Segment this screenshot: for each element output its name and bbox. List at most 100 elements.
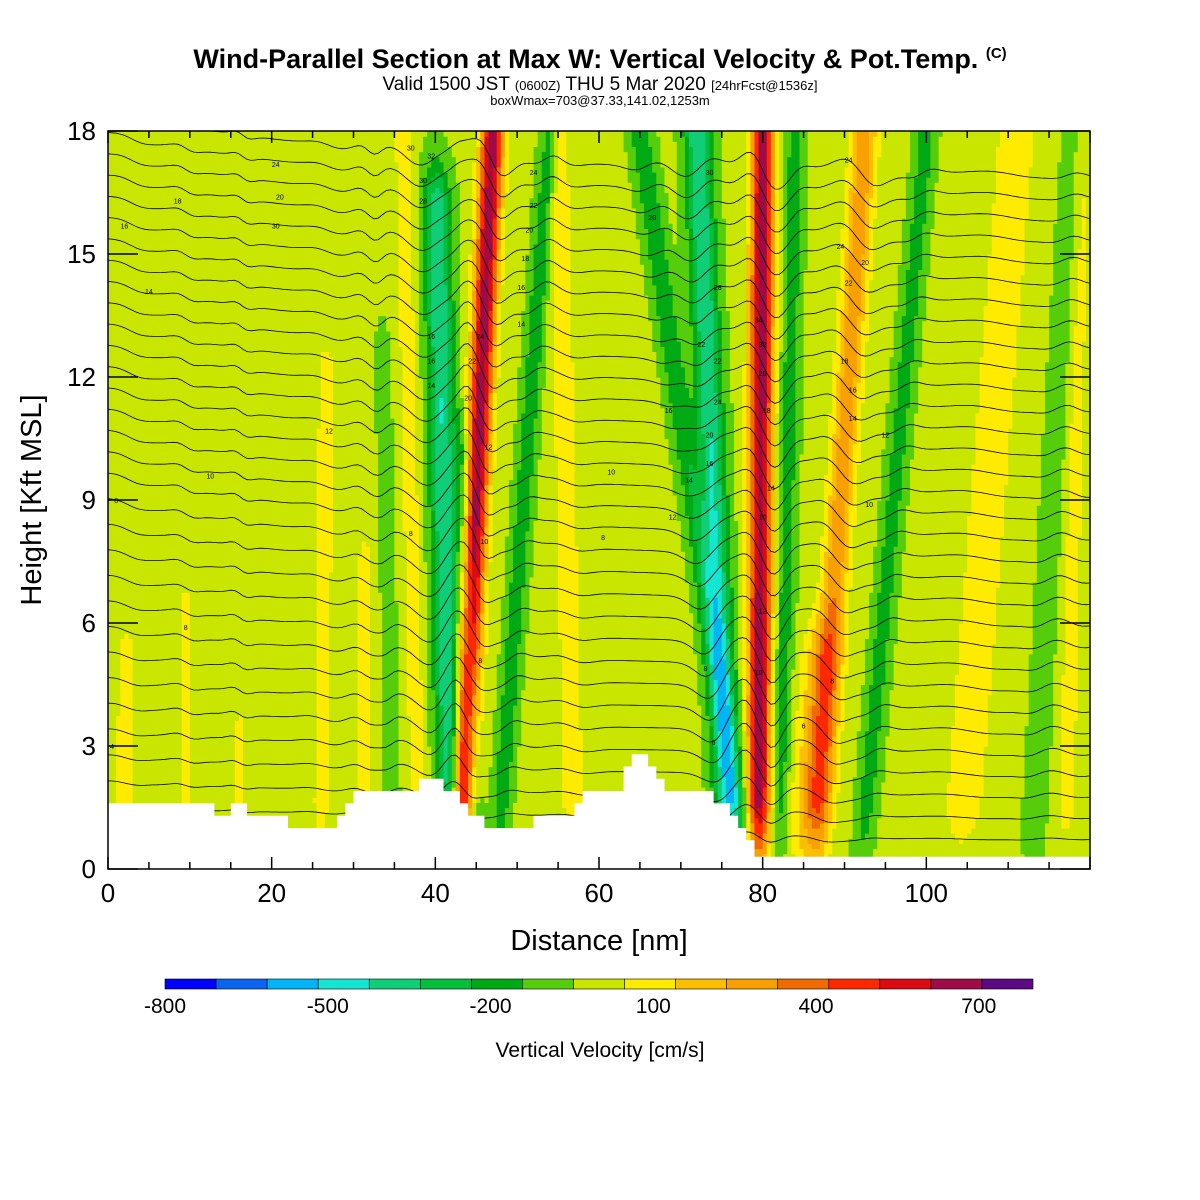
velocity-cell — [729, 592, 735, 598]
velocity-cell — [770, 592, 776, 598]
velocity-cell — [770, 643, 776, 650]
velocity-cell — [877, 751, 887, 757]
velocity-cell — [828, 515, 833, 522]
velocity-cell — [369, 710, 383, 716]
velocity-cell — [443, 756, 449, 762]
velocity-cell — [799, 530, 825, 537]
velocity-cell — [451, 669, 457, 675]
velocity-cell — [729, 679, 735, 686]
velocity-cell — [361, 541, 367, 547]
velocity-cell — [750, 725, 756, 732]
velocity-cell — [496, 797, 510, 803]
velocity-cell — [807, 705, 813, 711]
velocity-cell — [435, 597, 441, 604]
velocity-cell — [971, 489, 1005, 496]
velocity-cell — [754, 694, 764, 701]
velocity-cell — [840, 715, 846, 721]
velocity-cell — [517, 694, 522, 701]
velocity-cell — [991, 669, 1030, 675]
velocity-cell — [480, 546, 486, 552]
velocity-cell — [517, 689, 522, 696]
velocity-cell — [316, 474, 334, 481]
velocity-cell — [885, 643, 895, 650]
velocity-cell — [836, 607, 842, 614]
velocity-cell — [472, 500, 481, 506]
velocity-cell — [369, 684, 383, 691]
velocity-cell — [132, 730, 183, 737]
velocity-cell — [418, 494, 424, 501]
velocity-cell — [750, 674, 756, 680]
velocity-cell — [496, 658, 506, 665]
velocity-cell — [824, 648, 833, 655]
velocity-cell — [578, 643, 694, 650]
velocity-cell — [1069, 822, 1090, 829]
velocity-cell — [791, 505, 801, 511]
velocity-cell — [472, 546, 477, 552]
velocity-cell — [881, 561, 895, 568]
velocity-cell — [418, 551, 424, 557]
velocity-cell — [693, 520, 702, 527]
velocity-cell — [734, 740, 739, 747]
velocity-cell — [762, 843, 768, 850]
velocity-cell — [472, 505, 481, 511]
velocity-cell — [431, 494, 436, 501]
velocity-cell — [459, 674, 465, 680]
velocity-cell — [455, 699, 461, 706]
velocity-cell — [357, 756, 371, 762]
velocity-cell — [504, 653, 518, 660]
velocity-cell — [378, 556, 396, 563]
velocity-cell — [562, 638, 580, 645]
velocity-cell — [504, 582, 510, 588]
velocity-cell — [991, 674, 1030, 680]
velocity-cell — [959, 653, 993, 660]
velocity-cell — [881, 802, 948, 809]
velocity-cell — [725, 694, 731, 701]
velocity-cell — [455, 561, 461, 568]
velocity-cell — [108, 597, 183, 604]
velocity-cell — [558, 607, 580, 614]
velocity-cell — [770, 838, 776, 844]
velocity-cell — [783, 479, 792, 486]
velocity-cell — [713, 653, 723, 660]
velocity-cell — [824, 479, 833, 486]
velocity-cell — [459, 705, 465, 711]
velocity-cell — [459, 510, 465, 516]
velocity-cell — [418, 571, 428, 578]
velocity-cell — [418, 648, 428, 655]
velocity-cell — [779, 730, 788, 737]
velocity-cell — [525, 679, 563, 686]
velocity-cell — [762, 576, 768, 583]
velocity-cell — [950, 730, 989, 737]
velocity-cell — [873, 638, 887, 645]
velocity-cell — [382, 664, 400, 670]
velocity-cell — [492, 740, 502, 747]
velocity-cell — [832, 664, 837, 670]
velocity-cell — [455, 500, 461, 506]
velocity-cell — [1077, 551, 1090, 557]
velocity-cell — [766, 505, 772, 511]
velocity-cell — [774, 520, 780, 527]
velocity-cell — [492, 535, 506, 542]
velocity-cell — [725, 792, 735, 798]
velocity-cell — [905, 515, 968, 522]
velocity-cell — [725, 807, 735, 814]
velocity-cell — [701, 710, 706, 716]
velocity-cell — [451, 510, 457, 516]
velocity-cell — [725, 781, 735, 788]
velocity-cell — [881, 694, 891, 701]
velocity-cell — [189, 679, 318, 686]
velocity-cell — [517, 751, 563, 757]
velocity-cell — [562, 664, 580, 670]
velocity-cell — [705, 576, 723, 583]
velocity-cell — [877, 617, 891, 624]
velocity-cell — [717, 597, 723, 604]
velocity-cell — [750, 592, 756, 598]
velocity-cell — [369, 715, 383, 721]
velocity-cell — [459, 664, 465, 670]
velocity-cell — [496, 684, 506, 691]
velocity-cell — [783, 556, 792, 563]
velocity-cell — [881, 807, 948, 814]
velocity-cell — [369, 699, 383, 706]
velocity-cell — [881, 494, 891, 501]
velocity-cell — [1073, 735, 1090, 742]
